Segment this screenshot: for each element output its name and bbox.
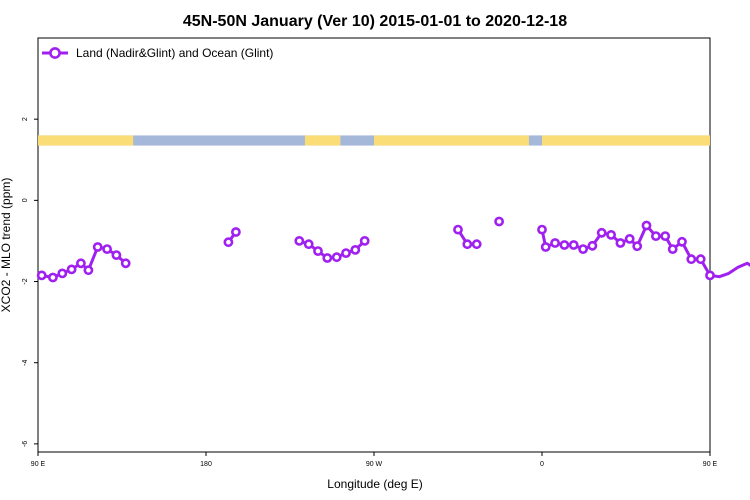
data-point bbox=[48, 272, 58, 283]
data-point bbox=[453, 224, 463, 235]
data-point bbox=[632, 241, 643, 252]
y-axis-label: XCO2 - MLO trend (ppm) bbox=[0, 178, 13, 313]
data-point bbox=[568, 240, 579, 250]
data-point bbox=[223, 237, 234, 248]
data-point bbox=[660, 231, 671, 241]
y-tick-label: -6 bbox=[22, 441, 29, 447]
data-point bbox=[606, 229, 616, 240]
y-tick-label: -4 bbox=[22, 359, 29, 365]
data-point bbox=[695, 254, 706, 265]
data-point bbox=[120, 258, 131, 269]
data-point bbox=[83, 265, 94, 276]
x-tick-label: 90 W bbox=[366, 461, 383, 468]
data-point bbox=[537, 224, 547, 235]
data-point bbox=[596, 227, 607, 238]
data-point bbox=[471, 239, 482, 250]
series-layer bbox=[36, 216, 750, 283]
data-point bbox=[303, 239, 314, 250]
data-point bbox=[350, 244, 361, 255]
data-point bbox=[494, 216, 504, 227]
data-point bbox=[230, 227, 241, 237]
data-point bbox=[313, 246, 323, 256]
data-point bbox=[677, 236, 687, 247]
legend-label: Land (Nadir&Glint) and Ocean (Glint) bbox=[76, 46, 273, 60]
data-point bbox=[462, 239, 473, 250]
data-point bbox=[66, 264, 77, 275]
data-point bbox=[624, 233, 635, 244]
data-point bbox=[341, 248, 351, 258]
land-segment bbox=[542, 135, 710, 146]
data-point bbox=[92, 242, 103, 252]
x-tick-label: 90 E bbox=[31, 461, 46, 468]
data-point bbox=[705, 270, 715, 281]
data-point bbox=[76, 258, 86, 269]
y-tick-label: 2 bbox=[22, 117, 29, 121]
x-axis: 90 E 180 90 W 0 90 E bbox=[31, 452, 718, 468]
x-tick-label: 180 bbox=[200, 461, 212, 468]
legend-marker-swatch bbox=[49, 47, 61, 59]
data-point bbox=[36, 270, 47, 281]
data-point bbox=[578, 244, 588, 254]
y-axis: -6 -4 -2 0 2 bbox=[22, 117, 38, 447]
data-point bbox=[550, 238, 560, 248]
land-segment bbox=[374, 135, 529, 146]
data-point bbox=[641, 220, 652, 231]
landmask-band bbox=[38, 135, 710, 146]
data-point bbox=[667, 244, 678, 254]
data-point bbox=[587, 240, 598, 251]
data-point bbox=[359, 235, 370, 246]
data-point bbox=[111, 250, 122, 260]
legend: Land (Nadir&Glint) and Ocean (Glint) bbox=[42, 46, 273, 60]
land-segment bbox=[304, 135, 341, 146]
series-line bbox=[41, 245, 127, 279]
x-tick-label: 0 bbox=[540, 461, 544, 468]
data-point bbox=[686, 254, 697, 265]
data-point bbox=[540, 242, 551, 252]
plot-frame bbox=[37, 37, 711, 453]
land-segment bbox=[38, 135, 134, 146]
y-tick-label: 0 bbox=[22, 198, 29, 202]
chart-title: 45N-50N January (Ver 10) 2015-01-01 to 2… bbox=[183, 13, 567, 30]
data-point bbox=[651, 231, 661, 241]
x-tick-label: 90 E bbox=[703, 461, 718, 468]
data-point bbox=[294, 235, 305, 246]
x-axis-label: Longitude (deg E) bbox=[327, 477, 422, 491]
data-point bbox=[57, 268, 68, 279]
data-point bbox=[322, 253, 333, 263]
data-point bbox=[559, 240, 570, 250]
data-point bbox=[615, 238, 626, 248]
data-point bbox=[102, 244, 112, 254]
series-line bbox=[540, 224, 750, 279]
y-tick-label: -2 bbox=[22, 278, 29, 284]
data-point bbox=[331, 252, 342, 263]
